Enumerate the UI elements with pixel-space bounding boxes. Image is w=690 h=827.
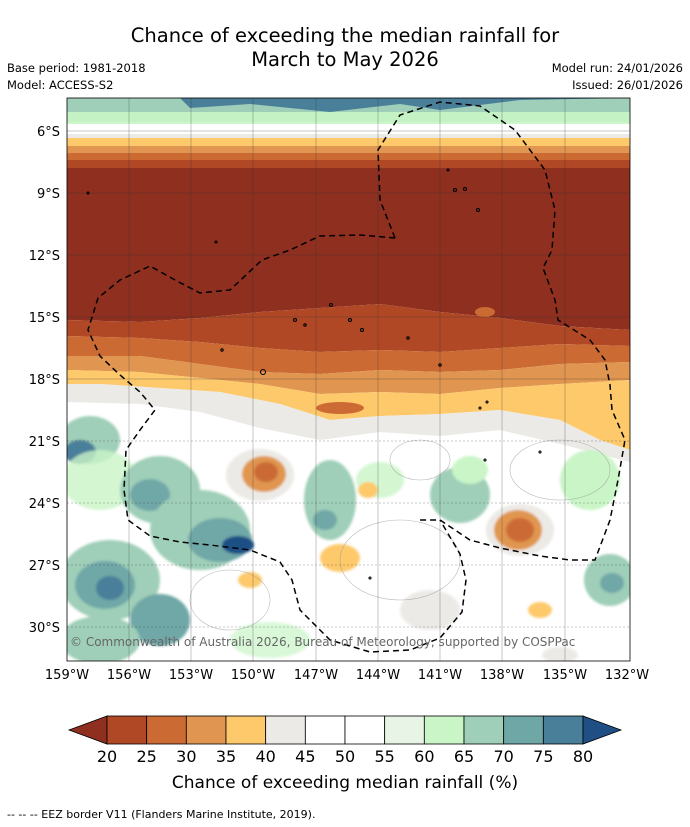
lat-label: 21°S (29, 435, 60, 450)
lon-label: 132°W (605, 668, 649, 683)
colorbar (67, 715, 623, 745)
colorbar-segment (106, 715, 148, 745)
colorbar-segment (304, 715, 346, 745)
colorbar-arrow-low (67, 715, 108, 745)
colorbar-tick-label: 75 (533, 747, 553, 766)
meta-right: Model run: 24/01/2026 Issued: 26/01/2026 (552, 60, 683, 94)
title-line-1: Chance of exceeding the median rainfall … (130, 24, 560, 47)
base-period: Base period: 1981-2018 (7, 61, 146, 75)
lon-label: 153°W (169, 668, 213, 683)
colorbar-tick-label: 45 (295, 747, 315, 766)
colorbar-segment (503, 715, 544, 745)
lon-label: 144°W (356, 668, 400, 683)
lat-label: 9°S (37, 187, 60, 202)
colorbar-tick-label: 65 (454, 747, 474, 766)
lon-label: 156°W (107, 668, 151, 683)
lon-label: 159°W (45, 668, 89, 683)
rainfall-map: © Commonwealth of Australia 2026, Bureau… (67, 98, 630, 661)
lat-label: 30°S (29, 621, 60, 636)
lon-label: 135°W (543, 668, 587, 683)
colorbar-tick-label: 35 (216, 747, 236, 766)
meta-left: Base period: 1981-2018 Model: ACCESS-S2 (7, 60, 146, 94)
eez-legend-note: -- -- -- EEZ border V11 (Flanders Marine… (7, 808, 316, 821)
title-line-2: March to May 2026 (251, 48, 439, 71)
lon-label: 147°W (294, 668, 338, 683)
colorbar-tick-label: 30 (176, 747, 196, 766)
model-name: Model: ACCESS-S2 (7, 78, 114, 92)
colorbar-segment (146, 715, 187, 745)
eez-borders (87, 101, 626, 653)
lon-label: 138°W (480, 668, 524, 683)
colorbar-label: Chance of exceeding median rainfall (%) (171, 773, 519, 793)
copyright-text: © Commonwealth of Australia 2026, Bureau… (70, 635, 575, 649)
lat-label: 6°S (37, 125, 60, 140)
colorbar-segment (265, 715, 306, 745)
colorbar-segment (542, 715, 584, 745)
model-run: Model run: 24/01/2026 (551, 61, 683, 75)
colorbar-segment (225, 715, 267, 745)
colorbar-segment (463, 715, 505, 745)
lat-label: 24°S (29, 497, 60, 512)
islands (86, 168, 542, 580)
lon-label: 150°W (231, 668, 275, 683)
latitude-labels: 6°S 9°S 12°S 15°S 18°S 21°S 24°S 27°S 30… (29, 125, 60, 636)
colorbar-tick-label: 55 (374, 747, 394, 766)
colorbar-tick-label: 40 (255, 747, 275, 766)
lat-label: 15°S (29, 311, 60, 326)
lat-label: 18°S (29, 373, 60, 388)
colorbar-tick-label: 20 (97, 747, 117, 766)
issued-date: Issued: 26/01/2026 (572, 78, 683, 92)
colorbar-tick-label: 25 (136, 747, 156, 766)
colorbar-segment (344, 715, 386, 745)
lat-label: 12°S (29, 249, 60, 264)
colorbar-tick-label: 50 (335, 747, 355, 766)
colorbar-tick-label: 80 (573, 747, 593, 766)
colorbar-segment (185, 715, 227, 745)
lat-label: 27°S (29, 559, 60, 574)
colorbar-tick-label: 60 (414, 747, 434, 766)
colorbar-segment (423, 715, 465, 745)
colorbar-segment (384, 715, 425, 745)
map-gridlines (67, 98, 630, 661)
colorbar-ticks: 20 25 30 35 40 45 50 55 60 65 70 75 80 (97, 747, 593, 766)
colorbar-arrow-high (582, 715, 623, 745)
longitude-labels: 159°W 156°W 153°W 150°W 147°W 144°W 141°… (45, 668, 649, 683)
lon-label: 141°W (418, 668, 462, 683)
colorbar-tick-label: 70 (493, 747, 513, 766)
map-frame (66, 97, 631, 662)
map-title: Chance of exceeding the median rainfall … (0, 24, 690, 72)
